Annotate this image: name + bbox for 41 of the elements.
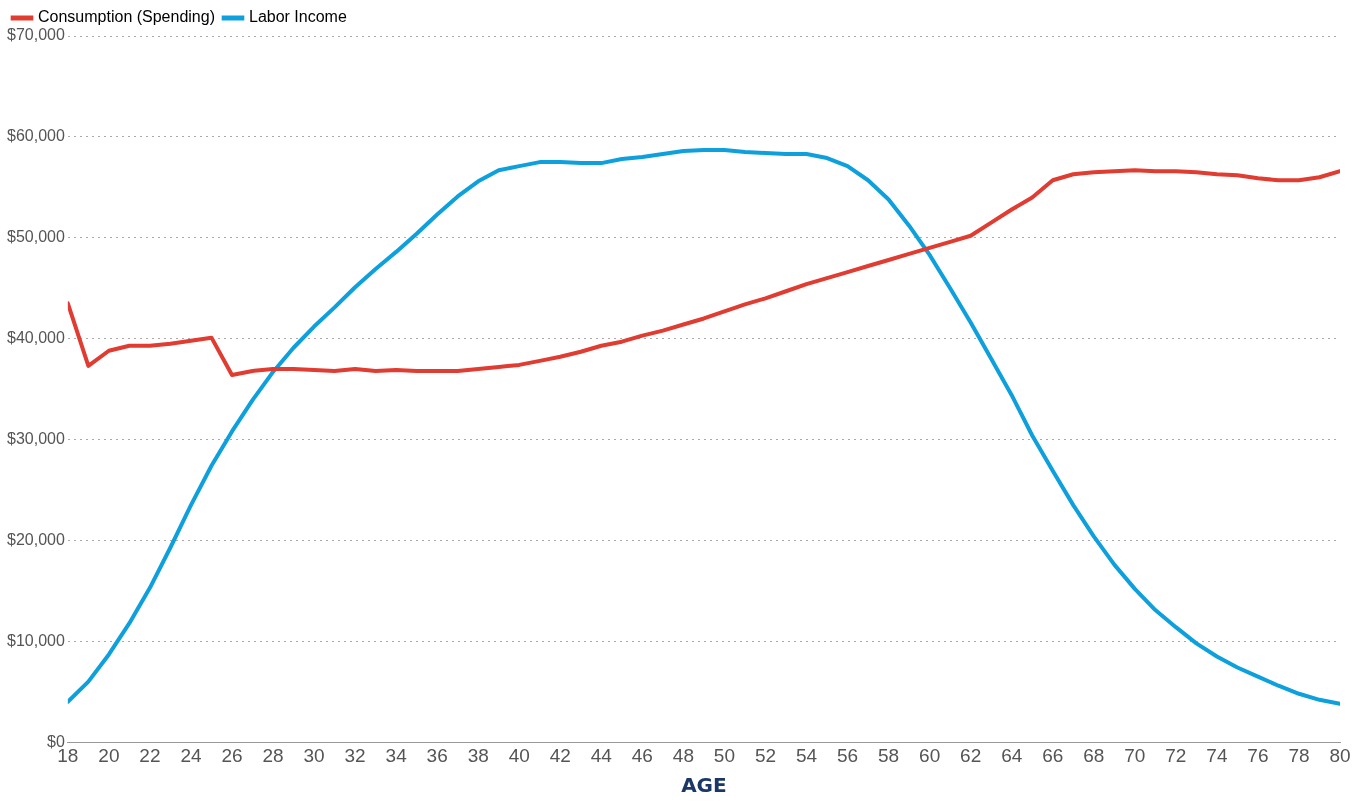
x-tick-label: 76 <box>1247 744 1269 766</box>
y-tick-label: $40,000 <box>6 329 65 347</box>
x-tick-label: 24 <box>180 744 202 766</box>
x-tick-label: 78 <box>1288 744 1310 766</box>
y-tick-label: $50,000 <box>6 228 65 246</box>
y-tick-label: $70,000 <box>6 26 65 44</box>
x-tick-label: 28 <box>262 744 284 766</box>
legend-label: Labor Income <box>248 8 347 26</box>
x-tick-label: 30 <box>303 744 325 766</box>
x-tick-label: 80 <box>1329 744 1351 766</box>
x-tick-label: 26 <box>221 744 243 766</box>
x-axis-title: AGE <box>681 773 727 798</box>
x-tick-label: 34 <box>385 744 408 766</box>
x-tick-label: 52 <box>754 744 777 766</box>
legend-label: Consumption (Spending) <box>38 8 215 26</box>
x-tick-label: 22 <box>139 744 161 766</box>
x-tick-label: 36 <box>426 744 448 766</box>
y-tick-label: $60,000 <box>6 127 65 145</box>
x-tick-label: 64 <box>1001 744 1023 766</box>
x-tick-label: 32 <box>344 744 366 766</box>
x-tick-label: 68 <box>1083 744 1105 766</box>
x-tick-label: 38 <box>467 744 489 766</box>
x-tick-label: 50 <box>713 744 736 766</box>
x-tick-label: 54 <box>795 744 818 766</box>
x-tick-label: 20 <box>98 744 120 766</box>
x-tick-label: 56 <box>836 744 859 766</box>
y-tick-label: $10,000 <box>6 631 65 649</box>
x-tick-label: 44 <box>590 744 613 766</box>
x-tick-label: 40 <box>508 744 530 766</box>
x-tick-label: 42 <box>549 744 571 766</box>
x-tick-label: 72 <box>1165 744 1187 766</box>
x-tick-label: 74 <box>1206 744 1228 766</box>
x-tick-label: 62 <box>960 744 982 766</box>
y-tick-label: $20,000 <box>6 530 65 548</box>
x-tick-label: 66 <box>1042 744 1064 766</box>
x-tick-label: 48 <box>672 744 694 766</box>
x-tick-label: 70 <box>1124 744 1146 766</box>
x-tick-label: 58 <box>878 744 900 766</box>
y-tick-label: $30,000 <box>6 429 65 447</box>
x-tick-label: 60 <box>919 744 941 766</box>
x-tick-label: 46 <box>631 744 653 766</box>
